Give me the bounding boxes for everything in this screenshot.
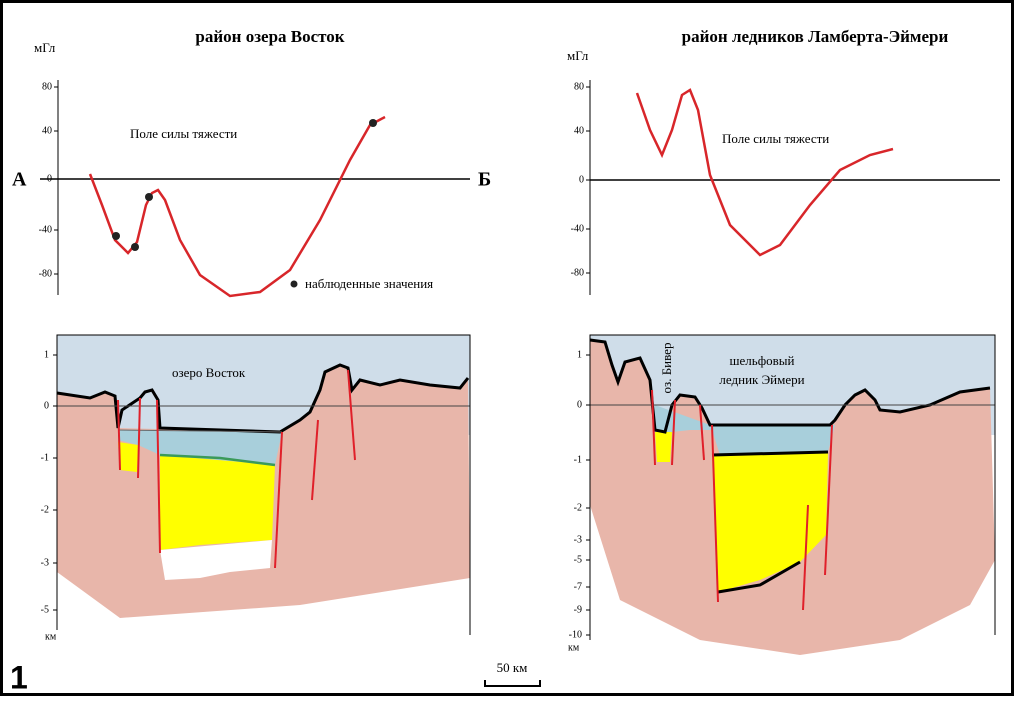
drawing — [40, 80, 1000, 687]
tick-label: 0 — [47, 173, 52, 184]
tick-label: -80 — [39, 268, 52, 279]
tick-label: 0 — [44, 400, 49, 411]
ice-surface — [117, 429, 283, 433]
lake-label: озеро Восток — [172, 365, 246, 380]
lake-water — [118, 430, 282, 465]
tick-label: -7 — [574, 581, 582, 592]
unit: км — [45, 631, 57, 642]
tick-label: 1 — [577, 349, 582, 360]
unit: мГл — [34, 40, 56, 55]
tick-label: 0 — [579, 174, 584, 185]
tick-label: -3 — [41, 557, 49, 568]
gravity-curve — [635, 88, 894, 257]
tick-label: 80 — [42, 81, 52, 92]
figure-number: 1 — [10, 659, 28, 695]
legend: наблюденные значения — [305, 276, 433, 291]
sediment-base — [717, 560, 801, 594]
tick-label: 0 — [577, 399, 582, 410]
tick-label: 80 — [574, 81, 584, 92]
tick-label: -2 — [574, 502, 582, 513]
sediments — [655, 432, 672, 462]
tick-label: -40 — [39, 224, 52, 235]
ice-base — [159, 453, 276, 467]
faults — [651, 389, 833, 611]
unit: мГл — [567, 48, 589, 63]
ice-base — [711, 450, 829, 457]
tick-label: -1 — [41, 452, 49, 463]
curve-label: Поле силы тяжести — [722, 131, 829, 146]
sediments — [712, 452, 828, 592]
tick-label: -1 — [574, 454, 582, 465]
gravity-curve — [88, 115, 386, 298]
point-label: Б — [478, 169, 491, 191]
sediments — [118, 442, 138, 472]
topography — [589, 338, 991, 434]
curve-label: Поле силы тяжести — [130, 126, 237, 141]
tick-label: -9 — [574, 604, 582, 615]
shelf-label: шельфовый — [730, 353, 795, 368]
panel-title: район ледников Ламберта-Эймери — [682, 27, 949, 46]
lake-label: оз. Бивер — [659, 343, 674, 394]
tick-label: -40 — [571, 223, 584, 234]
sediments — [160, 455, 275, 550]
tick-label: 40 — [574, 125, 584, 136]
scale-label: 50 км — [497, 660, 528, 675]
shelf-water — [655, 405, 835, 455]
section-frame — [56, 334, 471, 635]
basement — [160, 540, 272, 580]
tick-label: -5 — [574, 554, 582, 565]
point-label: А — [12, 169, 27, 191]
tick-label: -80 — [571, 267, 584, 278]
panel-title: район озера Восток — [195, 27, 344, 46]
unit: км — [568, 642, 580, 653]
shelf-label: ледник Эймери — [719, 372, 804, 387]
tick-label: 40 — [42, 125, 52, 136]
section-frame — [589, 334, 996, 640]
tick-label: -10 — [569, 629, 582, 640]
tick-label: 1 — [44, 349, 49, 360]
scale-bar — [484, 680, 541, 687]
tick-label: -3 — [574, 534, 582, 545]
tick-label: -5 — [41, 604, 49, 615]
observed-points — [112, 119, 377, 288]
faults — [117, 369, 356, 569]
tick-label: -2 — [41, 504, 49, 515]
